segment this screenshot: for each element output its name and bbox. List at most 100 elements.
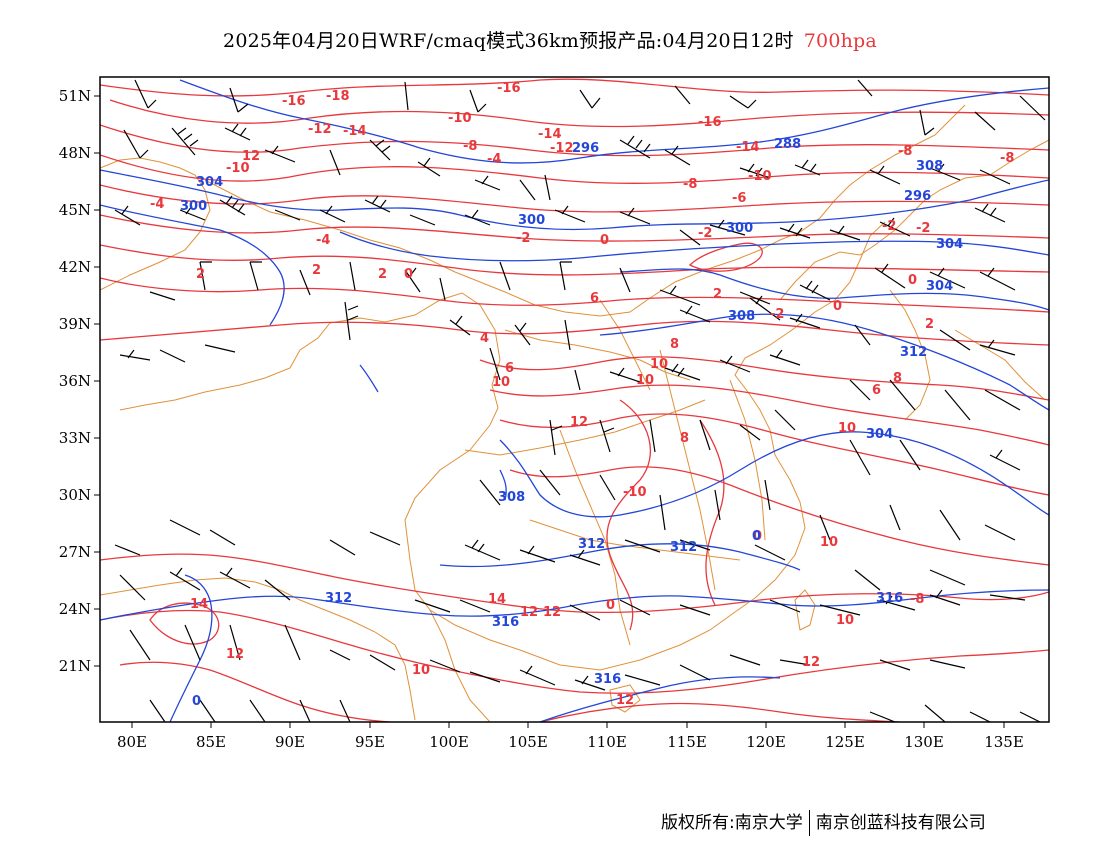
taiwan: [794, 589, 816, 631]
z-label: 300: [518, 213, 545, 228]
z-label: 304: [196, 175, 223, 190]
t-label: -2: [770, 307, 784, 322]
t-label: 10: [836, 613, 854, 628]
t-label: -4: [316, 233, 330, 248]
lat-label: 36N: [59, 372, 91, 390]
lat-label: 48N: [59, 144, 91, 162]
t-label: -8: [683, 177, 697, 192]
plot-area: [100, 77, 1049, 722]
t-label: 14: [488, 592, 506, 607]
footer-copyright: 版权所有:南京大学: [661, 813, 803, 833]
lat-labels: 51N 48N 45N 42N 39N 36N 33N 30N 27N 24N …: [59, 87, 91, 675]
t-label: -8: [1000, 151, 1014, 166]
footer-company: 南京创蓝科技有限公司: [815, 813, 986, 833]
z-label: 300: [180, 199, 207, 214]
z-label: 0: [752, 529, 761, 544]
t-label: -2: [916, 221, 930, 236]
z-label: 0: [192, 694, 201, 709]
japan-coast: [954, 329, 1046, 401]
temperature-labels: -16 -18 -16 -12 -14 -10 -16 -14 -8 -4 -1…: [150, 81, 1014, 708]
z-label: 312: [670, 540, 697, 555]
t-label: -18: [326, 89, 350, 104]
t-label: 2: [312, 263, 321, 278]
lat-label: 33N: [59, 429, 91, 447]
t-label: 14: [190, 597, 208, 612]
t-label: -10: [748, 169, 772, 184]
t-label: -16: [282, 94, 306, 109]
lat-label: 27N: [59, 543, 91, 561]
lat-ticks: [94, 95, 100, 667]
t-label: -10: [623, 485, 647, 500]
t-label: 10: [412, 663, 430, 678]
china-border: [119, 221, 886, 671]
lon-label: 110E: [587, 733, 627, 751]
t-label: -10: [448, 111, 472, 126]
z-label: 304: [926, 279, 953, 294]
z-label: 300: [726, 221, 753, 236]
t-label: 2: [713, 287, 722, 302]
t-label: -16: [698, 115, 722, 130]
geopotential-labels: 296 288 304 308 296 300 300 300 304 304 …: [180, 137, 963, 709]
t-label: 12: [226, 647, 244, 662]
t-label: -14: [343, 124, 367, 139]
t-label: 10: [838, 421, 856, 436]
footer-separator: [808, 810, 810, 836]
z-label: 308: [728, 309, 755, 324]
lat-label: 45N: [59, 201, 91, 219]
t-label: -14: [736, 140, 760, 155]
t-label: -12: [308, 122, 332, 137]
lon-label: 85E: [196, 733, 226, 751]
temperature-contours: [100, 78, 1049, 722]
province-4: [559, 429, 631, 646]
t-label: -2: [516, 231, 530, 246]
z-label: 308: [498, 490, 525, 505]
t-label: 8: [893, 371, 902, 386]
wind-barbs: [114, 79, 1046, 722]
t-label: 8: [680, 431, 689, 446]
t-label: 0: [908, 273, 917, 288]
lat-label: 21N: [59, 657, 91, 675]
t-label: 10: [820, 535, 838, 550]
t-label: 10: [650, 357, 668, 372]
province-7: [729, 379, 766, 541]
lon-label: 100E: [429, 733, 469, 751]
lon-labels: 80E 85E 90E 95E 100E 105E 110E 115E 120E…: [117, 733, 1024, 751]
lon-label: 115E: [667, 733, 707, 751]
lat-label: 42N: [59, 258, 91, 276]
z-label: 312: [578, 537, 605, 552]
lat-label: 39N: [59, 315, 91, 333]
t-label: -12: [550, 141, 574, 156]
t-label: -4: [150, 197, 164, 212]
lon-label: 105E: [508, 733, 548, 751]
t-label: -10: [226, 161, 250, 176]
t-label: 6: [505, 361, 514, 376]
t-label: 2: [378, 267, 387, 282]
title-level: 700hpa: [803, 30, 877, 52]
title-main: 2025年04月20日WRF/cmaq模式36km预报产品:04月20日12时: [223, 30, 794, 52]
province-6: [599, 299, 651, 391]
t-label: 10: [636, 373, 654, 388]
t-label: 0: [833, 299, 842, 314]
t-label: 12: [570, 415, 588, 430]
lat-label: 30N: [59, 486, 91, 504]
t-label: 0: [753, 529, 762, 544]
z-label: 316: [876, 591, 903, 606]
lon-label: 95E: [355, 733, 385, 751]
z-label: 304: [866, 427, 893, 442]
t-label: 12: [242, 149, 260, 164]
t-label: 12: [616, 693, 634, 708]
t-label: -6: [732, 191, 746, 206]
t-label: -16: [497, 81, 521, 96]
z-label: 316: [492, 615, 519, 630]
wind-barb-icon: [114, 79, 1046, 722]
z-label: 312: [900, 345, 927, 360]
t-label: 6: [590, 291, 599, 306]
t-label: -8: [910, 592, 924, 607]
lat-label: 24N: [59, 600, 91, 618]
lon-label: 120E: [746, 733, 786, 751]
korea-border: [889, 289, 931, 421]
z-label: 296: [904, 189, 931, 204]
z-label: 296: [572, 141, 599, 156]
footer: 版权所有:南京大学 南京创蓝科技有限公司: [661, 808, 986, 836]
z-label: 308: [916, 159, 943, 174]
